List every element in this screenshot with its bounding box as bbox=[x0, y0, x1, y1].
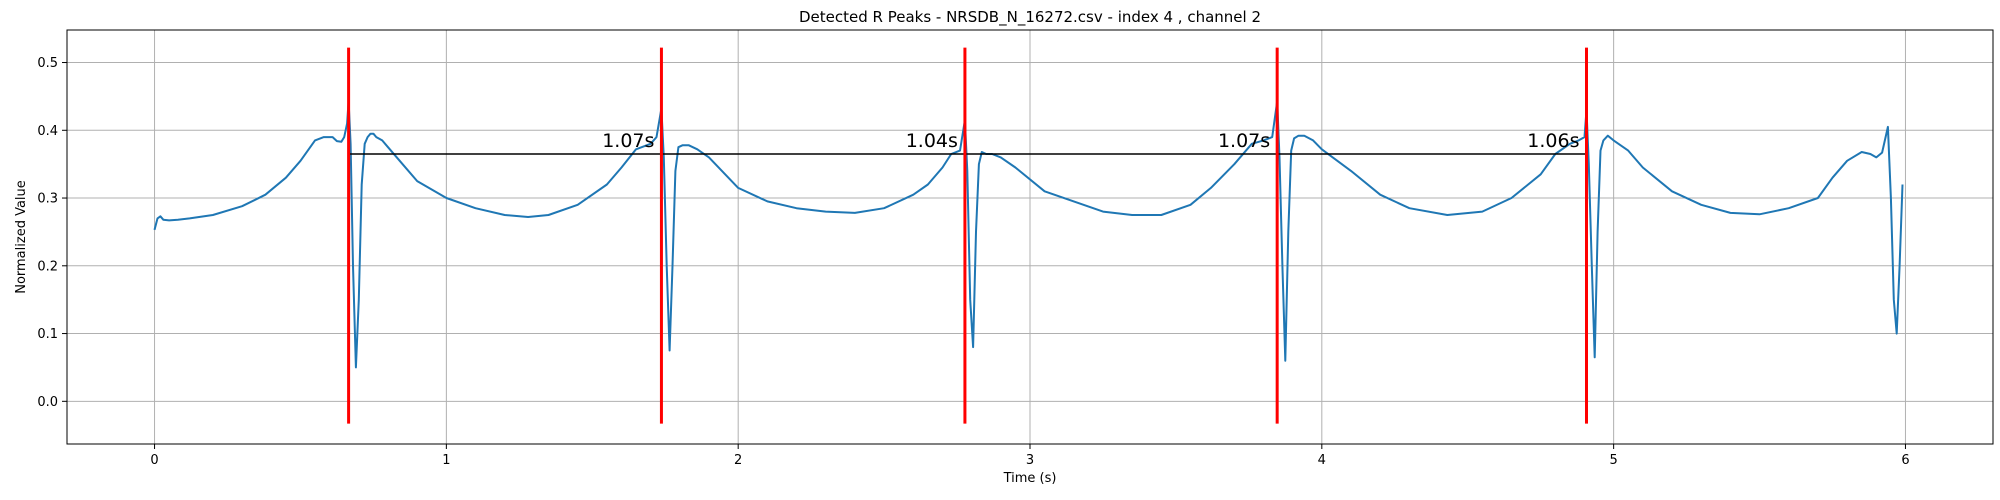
y-tick-label: 0.3 bbox=[37, 192, 58, 207]
x-tick-label: 3 bbox=[1026, 453, 1034, 468]
x-tick-label: 5 bbox=[1609, 453, 1617, 468]
y-tick-label: 0.2 bbox=[37, 259, 58, 274]
x-axis-label: Time (s) bbox=[1003, 471, 1057, 486]
y-tick-label: 0.1 bbox=[37, 327, 58, 342]
y-tick-label: 0.5 bbox=[37, 56, 58, 71]
rr-interval-label: 1.07s bbox=[602, 130, 654, 152]
ecg-signal-line bbox=[153, 100, 1904, 369]
rr-interval-layer: 1.07s 1.04s 1.07s 1.06s bbox=[347, 130, 1588, 168]
y-axis-label: Normalized Value bbox=[14, 180, 29, 294]
r-peak-markers bbox=[347, 47, 1588, 424]
y-tick-label: 0.0 bbox=[37, 395, 58, 410]
x-tick-label: 2 bbox=[734, 453, 742, 468]
ecg-series bbox=[153, 100, 1904, 369]
x-tick-label: 1 bbox=[442, 453, 450, 468]
y-tick-label: 0.4 bbox=[37, 124, 58, 139]
axis-ticks: 0 1 2 3 4 5 6 0.0 0.1 0.2 0.3 0.4 0.5 bbox=[37, 56, 1909, 468]
x-tick-label: 0 bbox=[150, 453, 158, 468]
chart-title: Detected R Peaks - NRSDB_N_16272.csv - i… bbox=[799, 8, 1261, 27]
x-tick-label: 6 bbox=[1901, 453, 1909, 468]
grid bbox=[67, 30, 1993, 444]
rr-interval-label: 1.06s bbox=[1527, 130, 1579, 152]
rr-interval-label: 1.07s bbox=[1218, 130, 1270, 152]
x-tick-label: 4 bbox=[1318, 453, 1326, 468]
rr-interval-label: 1.04s bbox=[906, 130, 958, 152]
